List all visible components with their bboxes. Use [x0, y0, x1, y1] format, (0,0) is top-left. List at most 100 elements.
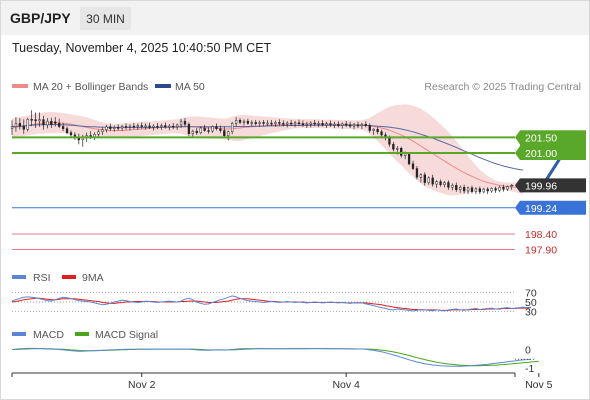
legend-label-ma50: MA 50 [175, 81, 205, 93]
timeframe-selector[interactable] [80, 7, 131, 30]
level-tag-label: 201.50 [525, 132, 557, 144]
candle [305, 121, 309, 129]
candle-body [227, 131, 230, 137]
candle-body [396, 148, 399, 150]
candle [478, 186, 481, 195]
legend-swatch-ma50 [155, 84, 171, 88]
candle-body [478, 188, 481, 193]
candle [219, 125, 222, 133]
candle-body [207, 130, 210, 132]
level-tag-199.96: 199.96 [515, 178, 586, 193]
candle-body [356, 124, 360, 127]
candle [97, 129, 100, 137]
candle-body [38, 119, 41, 122]
price-levels: 201.50 201.00 199.96 199.24 198.40 197.90 [12, 130, 586, 257]
macd-tick--1: -1 [525, 363, 534, 375]
candle-body [498, 186, 501, 191]
candle [113, 125, 116, 132]
candle [435, 180, 438, 188]
candle [227, 130, 230, 141]
candle [423, 172, 426, 186]
candle [10, 120, 14, 135]
legend-swatch-macd [12, 332, 26, 336]
candle [364, 121, 367, 128]
candle-body [337, 124, 340, 126]
candle [376, 127, 379, 135]
candle [266, 120, 269, 127]
candle-body [124, 126, 128, 128]
candle [69, 130, 73, 138]
candle-body [435, 181, 438, 185]
candle-body [231, 123, 234, 133]
candle [470, 185, 474, 194]
candle [234, 117, 238, 127]
candle [486, 187, 489, 195]
candle [211, 125, 214, 133]
level-tag-label: 199.96 [525, 180, 557, 192]
macd-line [11, 347, 532, 367]
level-tag-201.50: 201.50 [515, 130, 586, 145]
legend-swatch-rsi [12, 275, 26, 279]
candle-body [120, 126, 124, 129]
candle [443, 181, 446, 188]
candle-body [486, 188, 489, 192]
candle-body [160, 125, 163, 128]
candle-body [113, 127, 116, 129]
time-tick-label: Nov 4 [332, 379, 360, 391]
candle [258, 120, 261, 127]
candle-body [69, 132, 73, 136]
candle-body [451, 185, 454, 188]
candle-body [400, 148, 403, 156]
candle-body [482, 188, 485, 193]
candle [65, 126, 69, 135]
candle-body [179, 120, 183, 126]
candle-body [388, 137, 391, 145]
candle-body [246, 120, 250, 124]
legend-label-ma20: MA 20 + Bollinger Bands [33, 81, 148, 93]
candle-body [128, 125, 132, 128]
candle [502, 184, 505, 192]
rsi-line [11, 295, 532, 312]
candle-body [376, 129, 379, 133]
candle [30, 110, 33, 127]
candle-body [293, 122, 297, 125]
candle-body [270, 122, 273, 125]
candle [101, 127, 104, 135]
candle-body [459, 186, 462, 190]
candle [360, 122, 364, 129]
candle-body [152, 125, 155, 128]
candle-body [345, 123, 348, 126]
candle-body [266, 122, 269, 125]
candle-body [203, 127, 206, 131]
timeframe-label[interactable]: 30 MIN [86, 12, 125, 26]
candle-body [191, 130, 194, 134]
candle [297, 119, 301, 126]
level-tag-box [515, 130, 586, 145]
candle-body [392, 143, 395, 150]
candle-body [223, 130, 226, 137]
candle-body [313, 122, 316, 125]
candle [58, 118, 61, 129]
candle-body [372, 129, 375, 131]
candle [407, 152, 411, 166]
level-tag-box [515, 200, 586, 215]
candle [494, 186, 497, 193]
level-tag-label: 199.24 [525, 203, 557, 215]
candle-body [329, 123, 332, 126]
level-tag-box [515, 178, 586, 193]
candle-body [352, 124, 356, 127]
candle-body [117, 127, 120, 129]
candle [156, 123, 159, 130]
macd-tick-0: 0 [525, 345, 531, 357]
candle [140, 122, 143, 129]
legend-swatch-ma20 [12, 84, 28, 88]
legend-label-macd: MACD [33, 329, 64, 341]
candle-body [466, 187, 470, 192]
time-tick-label: Nov 5 [525, 379, 553, 391]
candle [455, 182, 458, 192]
candle [179, 118, 183, 129]
candle [183, 118, 187, 127]
candle [195, 128, 198, 135]
candle-body [360, 124, 364, 127]
